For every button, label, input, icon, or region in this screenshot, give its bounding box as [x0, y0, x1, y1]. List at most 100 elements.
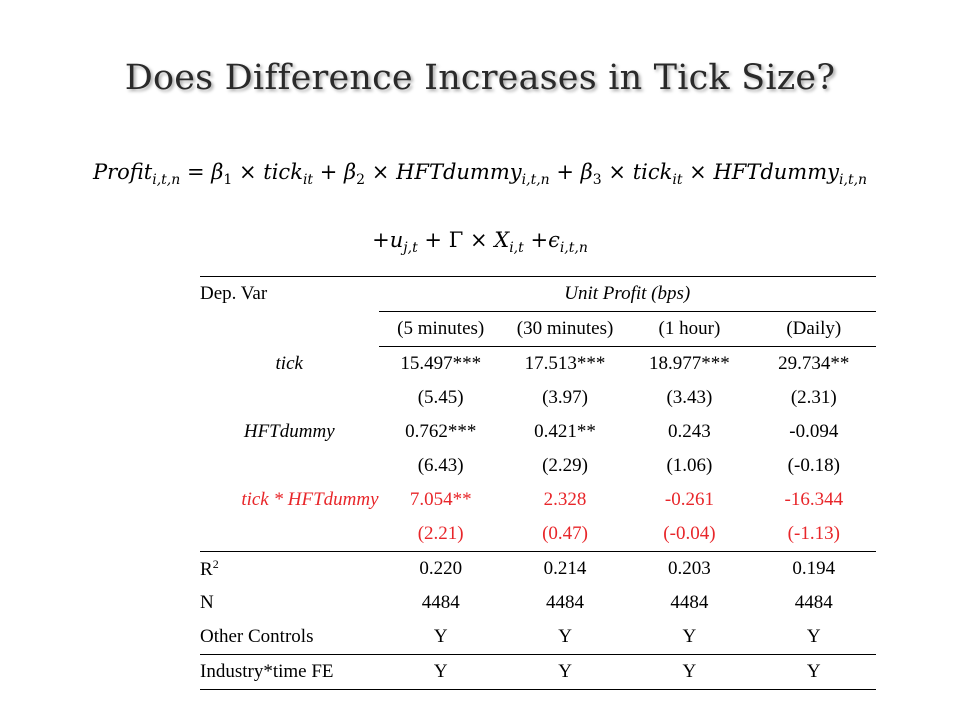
tstat-cell: (3.97)	[542, 387, 588, 408]
r2-label: R	[200, 559, 213, 580]
empty-cell	[200, 449, 379, 483]
n-row: N 4484 4484 4484 4484	[200, 586, 876, 620]
hft-coef-row: HFTdummy 0.762*** 0.421** 0.243 -0.094	[200, 415, 876, 449]
eq-operator: ×	[238, 160, 257, 184]
eq-operator: +	[530, 228, 549, 252]
empty-cell	[200, 312, 379, 347]
eq-term: tick	[263, 160, 303, 184]
column-header-row: (5 minutes) (30 minutes) (1 hour) (Daily…	[200, 311, 876, 347]
slide-title: Does Difference Increases in Tick Size?	[124, 58, 836, 98]
coef-cell: -0.094	[789, 421, 839, 442]
eq-term: β	[580, 160, 593, 184]
stat-cell: Y	[502, 620, 628, 655]
coef-cell: 7.054**	[409, 489, 472, 510]
eq-term: u	[389, 228, 404, 252]
column-header: (Daily)	[751, 311, 876, 347]
tstat-cell: (1.06)	[666, 455, 713, 476]
dep-var-label: Dep. Var	[200, 276, 379, 312]
row-label: tick	[275, 352, 303, 374]
r-squared-row: R2 0.220 0.214 0.203 0.194	[200, 552, 876, 587]
coef-cell: -16.344	[784, 489, 844, 510]
fixed-effects-row: Industry*time FE Y Y Y Y	[200, 654, 876, 690]
row-label: Other Controls	[200, 620, 379, 655]
stat-cell: 4484	[421, 592, 460, 613]
eq-operator: ×	[371, 160, 390, 184]
header-row: Dep. Var Unit Profit (bps)	[200, 276, 876, 312]
eq-operator: +	[556, 160, 574, 184]
tstat-cell: (2.31)	[790, 387, 837, 408]
dep-var-name: Unit Profit (bps)	[378, 276, 876, 312]
eq-term: X	[494, 228, 510, 252]
stat-cell: 0.203	[668, 558, 711, 579]
eq-subscript: j,t	[403, 240, 418, 257]
eq-subscript: it	[672, 172, 683, 189]
regression-results-table: Dep. Var Unit Profit (bps) (5 minutes) (…	[200, 276, 876, 690]
eq-subscript: i,t,n	[521, 172, 550, 189]
coef-cell: 15.497***	[400, 353, 482, 374]
eq-operator: +	[319, 160, 338, 184]
eq-term: tick	[632, 160, 673, 184]
empty-cell	[200, 381, 379, 415]
eq-subscript: i,t,n	[559, 240, 588, 257]
eq-term: HFTdummy	[713, 160, 840, 184]
r2-superscript: 2	[212, 557, 219, 571]
eq-term: β	[344, 160, 357, 184]
eq-term: Γ	[448, 228, 464, 252]
eq-operator: ×	[608, 160, 627, 184]
stat-cell: 4484	[546, 592, 585, 613]
regression-equation-line-1: Profiti,t,n = β1 × tickit + β2 × HFTdumm…	[0, 160, 960, 188]
stat-cell: 0.220	[419, 558, 463, 579]
stat-cell: Y	[751, 620, 876, 655]
stat-cell: Y	[378, 620, 503, 655]
regression-equation-line-2: +uj,t + Γ × Xi,t +ϵi,t,n	[0, 228, 960, 256]
empty-cell	[200, 517, 379, 552]
stat-cell: Y	[627, 620, 752, 655]
tick-coef-row: tick 15.497*** 17.513*** 18.977*** 29.73…	[200, 347, 876, 382]
eq-operator: +	[424, 228, 442, 252]
tstat-cell: (6.43)	[417, 455, 464, 476]
eq-term: Profit	[92, 160, 153, 184]
eq-subscript: i,t,n	[839, 172, 868, 189]
column-header: (5 minutes)	[378, 311, 503, 347]
eq-term: β	[211, 160, 224, 184]
stat-cell: Y	[378, 654, 503, 690]
coef-cell: 2.328	[543, 489, 587, 510]
controls-row: Other Controls Y Y Y Y	[200, 620, 876, 655]
eq-operator: ×	[469, 228, 488, 252]
tstat-cell: (-1.13)	[751, 517, 876, 552]
stat-cell: 4484	[670, 592, 709, 613]
tstat-cell: (-0.18)	[787, 455, 840, 476]
row-label: tick * HFTdummy	[241, 489, 379, 510]
tstat-cell: (3.43)	[666, 387, 713, 408]
coef-cell: 0.243	[668, 421, 711, 442]
interaction-coef-row: tick * HFTdummy 7.054** 2.328 -0.261 -16…	[200, 483, 876, 517]
eq-subscript: i,t	[509, 240, 524, 257]
eq-operator: +	[372, 228, 390, 252]
tstat-cell: (5.45)	[417, 387, 464, 408]
tstat-cell: (0.47)	[502, 517, 628, 552]
eq-subscript: 1	[223, 172, 233, 189]
eq-term: ϵ	[548, 228, 560, 252]
tstat-cell: (2.29)	[542, 455, 588, 476]
column-header: (30 minutes)	[502, 311, 628, 347]
eq-subscript: i,t,n	[152, 172, 181, 189]
eq-operator: ×	[689, 160, 707, 184]
stat-cell: 0.214	[543, 558, 587, 579]
column-header: (1 hour)	[627, 311, 752, 347]
coef-cell: 0.762***	[405, 421, 477, 442]
tstat-cell: (-0.04)	[627, 517, 752, 552]
eq-subscript: 3	[592, 172, 602, 189]
stat-cell: Y	[627, 654, 752, 690]
eq-subscript: 2	[356, 172, 366, 189]
row-label: R2	[200, 552, 379, 587]
coef-cell: 17.513***	[524, 353, 606, 374]
coef-cell: 18.977***	[649, 353, 730, 374]
stat-cell: 4484	[794, 592, 833, 613]
coef-cell: -0.261	[664, 489, 714, 510]
coef-cell: 29.734**	[778, 353, 850, 374]
row-label: N	[200, 592, 214, 613]
tick-tstat-row: (5.45) (3.97) (3.43) (2.31)	[200, 381, 876, 415]
interaction-tstat-row: (2.21) (0.47) (-0.04) (-1.13)	[200, 517, 876, 552]
stat-cell: Y	[502, 654, 628, 690]
stat-cell: 0.194	[792, 558, 836, 579]
